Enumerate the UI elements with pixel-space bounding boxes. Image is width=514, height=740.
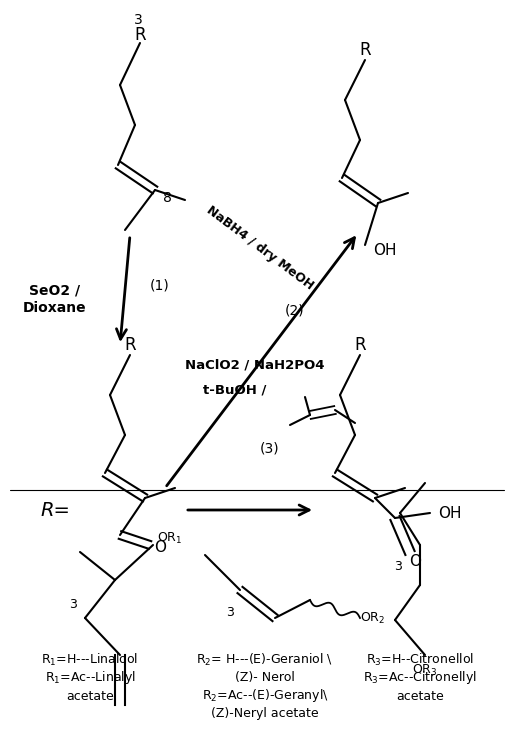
Text: OH: OH — [438, 505, 462, 520]
Text: R$_2$= H---(E)-Geraniol \: R$_2$= H---(E)-Geraniol \ — [196, 652, 334, 668]
Text: (3): (3) — [260, 441, 280, 455]
Text: 3: 3 — [226, 605, 234, 619]
Text: R$_1$=Ac--Linalyl: R$_1$=Ac--Linalyl — [45, 670, 135, 687]
Text: (Z)- Nerol: (Z)- Nerol — [235, 671, 295, 685]
Text: (Z)-Neryl acetate: (Z)-Neryl acetate — [211, 707, 319, 721]
Text: (1): (1) — [150, 278, 170, 292]
Text: O: O — [154, 539, 166, 554]
Text: 3: 3 — [394, 560, 402, 574]
Text: R$_3$=H--Citronellol: R$_3$=H--Citronellol — [366, 652, 474, 668]
Text: NaClO2 / NaH2PO4: NaClO2 / NaH2PO4 — [185, 358, 325, 371]
Text: OR$_3$: OR$_3$ — [412, 662, 438, 678]
Text: R: R — [134, 26, 146, 44]
Text: OR$_1$: OR$_1$ — [157, 531, 182, 545]
Text: t-BuOH /: t-BuOH / — [204, 383, 267, 397]
Text: R$_2$=Ac--(E)-Geranyl\: R$_2$=Ac--(E)-Geranyl\ — [201, 687, 328, 704]
Text: 8: 8 — [162, 191, 172, 205]
Text: R=: R= — [40, 500, 70, 519]
Text: acetate: acetate — [396, 690, 444, 702]
Text: OH: OH — [373, 243, 397, 258]
Text: R$_3$=Ac--Citronellyl: R$_3$=Ac--Citronellyl — [363, 670, 477, 687]
Text: SeO2 /: SeO2 / — [29, 283, 81, 297]
Text: R: R — [124, 336, 136, 354]
Text: R$_1$=H---Linalool: R$_1$=H---Linalool — [42, 652, 139, 668]
Text: R: R — [359, 41, 371, 59]
Text: Dioxane: Dioxane — [23, 301, 87, 315]
Text: OR$_2$: OR$_2$ — [360, 610, 386, 625]
Text: 3: 3 — [69, 599, 77, 611]
Text: 3: 3 — [134, 13, 142, 27]
Text: (2): (2) — [285, 303, 305, 317]
Text: acetate: acetate — [66, 690, 114, 702]
Text: O: O — [409, 554, 421, 568]
Text: R: R — [354, 336, 366, 354]
Text: NaBH4 / dry MeOH: NaBH4 / dry MeOH — [204, 204, 316, 292]
